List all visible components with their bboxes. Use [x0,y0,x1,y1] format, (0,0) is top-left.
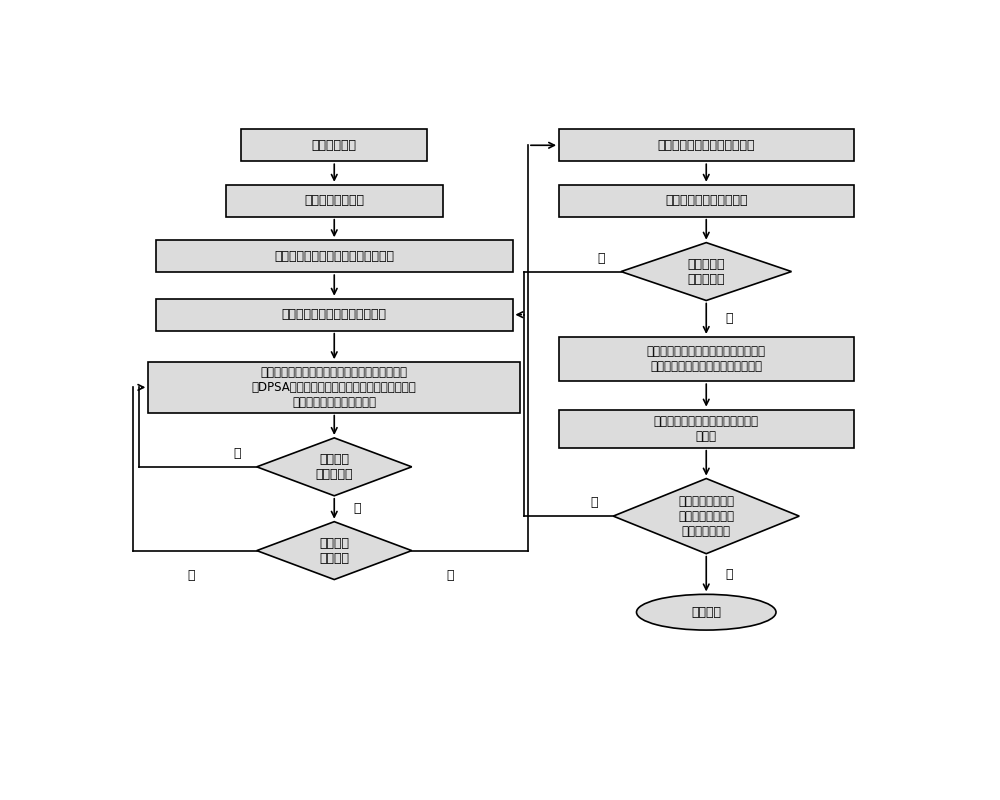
Text: 水位变化是
否满足精度: 水位变化是 否满足精度 [688,258,725,286]
FancyBboxPatch shape [559,410,854,448]
FancyBboxPatch shape [156,298,512,330]
Text: 固定一组电站相邻两个时段初水位和末水位，利
用DPSA法计算这两时段优化后的发电流量，以逐
次切负荷法更新典型日负荷: 固定一组电站相邻两个时段初水位和末水位，利 用DPSA法计算这两时段优化后的发电… [252,366,417,409]
FancyBboxPatch shape [241,130,427,162]
Text: 否: 否 [234,446,241,460]
Text: 将优化后的值赋给初始值: 将优化后的值赋给初始值 [665,194,748,207]
Text: 计算各水库各时段初始发电流量: 计算各水库各时段初始发电流量 [282,308,387,321]
Text: 是: 是 [354,502,361,515]
Text: 保存优化后的发电流量及水位: 保存优化后的发电流量及水位 [658,138,755,152]
Text: 否: 否 [590,496,598,509]
Polygon shape [621,242,792,301]
Text: 否: 否 [598,251,605,265]
FancyBboxPatch shape [559,337,854,382]
Text: 否: 否 [187,569,195,582]
Text: 运用等流量法计算模型生成初始水位: 运用等流量法计算模型生成初始水位 [274,250,394,262]
Text: 计算枯水期典型日剩余负荷最大峰
谷差率: 计算枯水期典型日剩余负荷最大峰 谷差率 [654,414,759,442]
Text: 枯水期典型日剩余
负荷最大峰谷差率
约束是否被破坏: 枯水期典型日剩余 负荷最大峰谷差率 约束是否被破坏 [678,494,734,538]
FancyBboxPatch shape [559,130,854,162]
Polygon shape [613,478,799,554]
Text: 输出模型解，重置初始数据，更新枯水
期典型日剩余负荷最大峰谷差率约束: 输出模型解，重置初始数据，更新枯水 期典型日剩余负荷最大峰谷差率约束 [647,345,766,373]
FancyBboxPatch shape [559,185,854,217]
Text: 是: 是 [447,569,454,582]
Polygon shape [257,438,412,496]
FancyBboxPatch shape [156,240,512,272]
Ellipse shape [637,594,776,630]
Text: 计算结束: 计算结束 [691,606,721,618]
FancyBboxPatch shape [226,185,443,217]
Text: 是否遍历
所有电站组: 是否遍历 所有电站组 [316,453,353,481]
Text: 是否遍历
左右时段: 是否遍历 左右时段 [319,537,349,565]
Polygon shape [257,522,412,579]
Text: 是: 是 [726,312,733,325]
Text: 是: 是 [726,567,733,581]
FancyBboxPatch shape [148,362,520,413]
Text: 将电站按流域分组: 将电站按流域分组 [304,194,364,207]
Text: 读取初始数据: 读取初始数据 [312,138,357,152]
